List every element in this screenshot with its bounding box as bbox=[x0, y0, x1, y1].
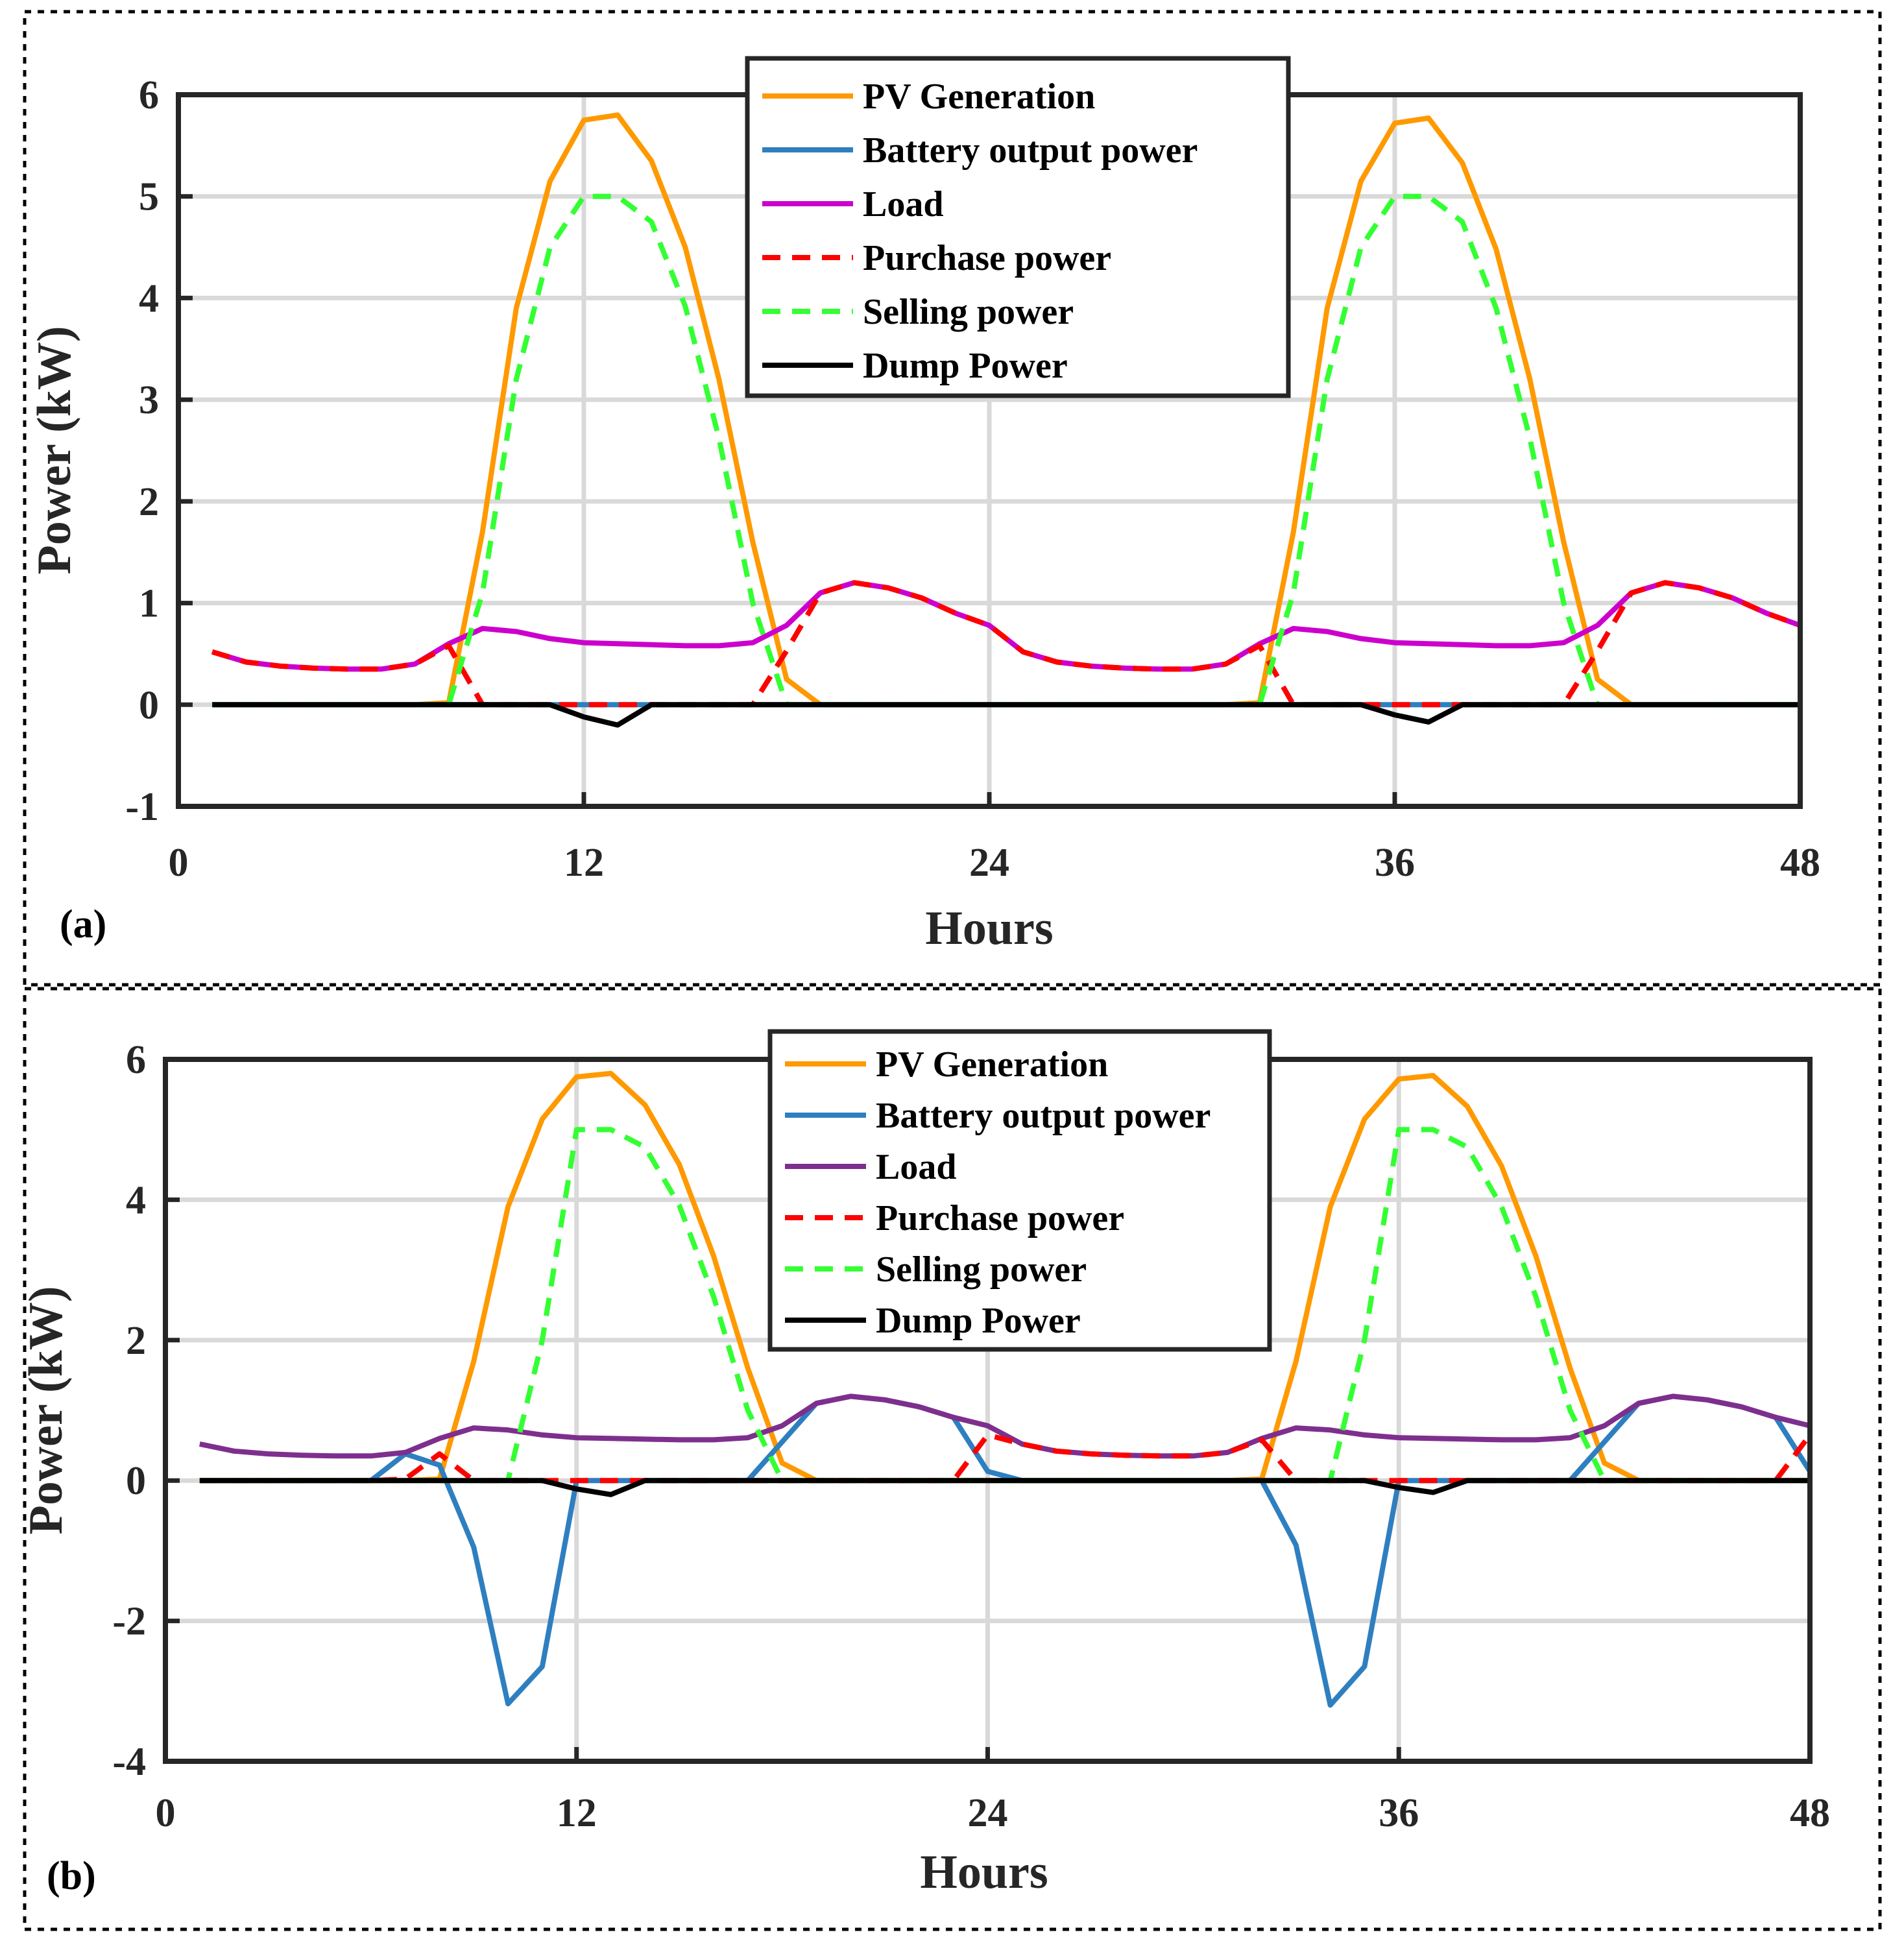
x-tick-label: 48 bbox=[1780, 841, 1820, 885]
y-tick-label: 4 bbox=[139, 276, 159, 320]
x-tick-label: 0 bbox=[169, 841, 189, 885]
series-line-load bbox=[199, 1393, 1811, 1459]
x-axis-title: Hours bbox=[925, 902, 1053, 955]
x-tick-label: 36 bbox=[1379, 1791, 1419, 1835]
panel-b-frame bbox=[23, 987, 1882, 1931]
y-tick-label: 6 bbox=[126, 1038, 146, 1082]
legend-label: Load bbox=[863, 184, 944, 224]
legend-label: Dump Power bbox=[876, 1301, 1081, 1341]
legend-box bbox=[767, 1029, 1272, 1352]
x-tick-label: 24 bbox=[968, 1791, 1008, 1835]
y-tick-label: 3 bbox=[139, 378, 159, 422]
y-tick-label: 5 bbox=[139, 175, 159, 219]
y-tick-label: 4 bbox=[126, 1178, 146, 1222]
panel-a-frame bbox=[23, 10, 1882, 987]
legend-label: PV Generation bbox=[876, 1044, 1108, 1085]
x-tick-label: 12 bbox=[564, 841, 604, 885]
x-tick-label: 0 bbox=[156, 1791, 176, 1835]
y-tick-label: 1 bbox=[139, 582, 159, 626]
y-tick-label: -1 bbox=[125, 785, 159, 829]
legend-label: Purchase power bbox=[876, 1198, 1124, 1238]
series-line-dump-power bbox=[199, 1478, 1810, 1497]
legend-label: PV Generation bbox=[863, 77, 1095, 117]
legend-label: Purchase power bbox=[863, 238, 1111, 278]
y-tick-label: 2 bbox=[126, 1319, 146, 1363]
panel-label: (a) bbox=[60, 902, 106, 946]
x-tick-label: 48 bbox=[1790, 1791, 1830, 1835]
series-line-purchase-power bbox=[211, 580, 1802, 708]
y-tick-label: 0 bbox=[126, 1459, 146, 1503]
panel-label: (b) bbox=[47, 1854, 96, 1898]
x-axis-title: Hours bbox=[920, 1846, 1048, 1899]
legend-box bbox=[745, 56, 1291, 398]
legend-label: Load bbox=[876, 1147, 957, 1187]
legend-label: Selling power bbox=[863, 292, 1074, 332]
y-tick-label: 0 bbox=[139, 683, 159, 727]
legend-label: Dump Power bbox=[863, 346, 1068, 386]
y-tick-label: 6 bbox=[139, 73, 159, 117]
x-tick-label: 36 bbox=[1375, 841, 1415, 885]
y-axis-title: Power (kW) bbox=[19, 1286, 73, 1535]
legend-label: Battery output power bbox=[876, 1096, 1211, 1136]
x-tick-label: 12 bbox=[557, 1791, 597, 1835]
legend-label: Selling power bbox=[876, 1249, 1087, 1290]
series-line-battery-output-power bbox=[199, 1393, 1813, 1708]
legend-label: Battery output power bbox=[863, 130, 1198, 171]
y-tick-label: -2 bbox=[112, 1600, 146, 1644]
series-line-dump-power bbox=[212, 702, 1800, 728]
y-axis-title: Power (kW) bbox=[28, 326, 81, 575]
y-tick-label: 2 bbox=[139, 480, 159, 524]
y-tick-label: -4 bbox=[112, 1740, 146, 1784]
x-tick-label: 24 bbox=[969, 841, 1009, 885]
